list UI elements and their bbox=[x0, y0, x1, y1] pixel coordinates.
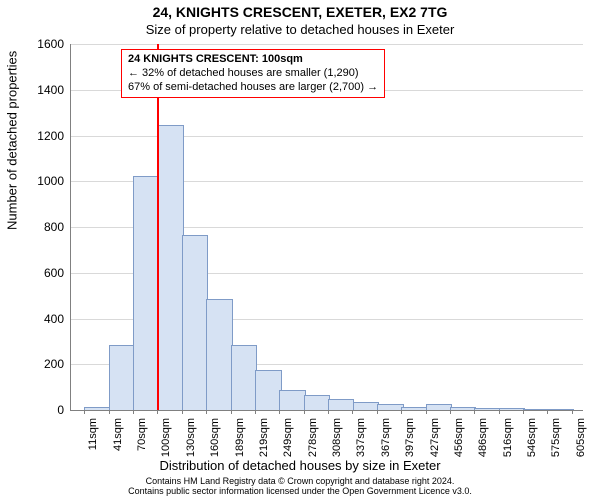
x-tick bbox=[84, 410, 85, 414]
annotation-line2: ← 32% of detached houses are smaller (1,… bbox=[128, 67, 378, 81]
annotation-line3: 67% of semi-detached houses are larger (… bbox=[128, 81, 378, 95]
histogram-bar bbox=[182, 235, 208, 410]
y-tick-label: 800 bbox=[44, 220, 64, 234]
x-tick bbox=[206, 410, 207, 414]
plot-area: 24 KNIGHTS CRESCENT: 100sqm← 32% of deta… bbox=[70, 44, 583, 411]
x-tick bbox=[450, 410, 451, 414]
footer-attribution: Contains HM Land Registry data © Crown c… bbox=[0, 477, 600, 497]
x-tick bbox=[401, 410, 402, 414]
marker-line bbox=[157, 44, 159, 410]
x-tick bbox=[182, 410, 183, 414]
y-axis-label: Number of detached properties bbox=[5, 51, 20, 230]
histogram-bar bbox=[426, 404, 452, 410]
x-tick bbox=[523, 410, 524, 414]
histogram-bar bbox=[206, 299, 232, 410]
histogram-bar bbox=[499, 408, 525, 410]
histogram-bar bbox=[548, 409, 574, 410]
histogram-bar bbox=[353, 402, 379, 410]
x-tick bbox=[109, 410, 110, 414]
gridline bbox=[71, 136, 583, 137]
chart-container: 24, KNIGHTS CRESCENT, EXETER, EX2 7TG Si… bbox=[0, 0, 600, 500]
x-tick bbox=[157, 410, 158, 414]
x-tick bbox=[231, 410, 232, 414]
annotation-box: 24 KNIGHTS CRESCENT: 100sqm← 32% of deta… bbox=[121, 49, 385, 98]
histogram-bar bbox=[304, 395, 330, 410]
x-tick bbox=[352, 410, 353, 414]
gridline bbox=[71, 44, 583, 45]
chart-subtitle: Size of property relative to detached ho… bbox=[0, 22, 600, 37]
y-tick-label: 1600 bbox=[37, 37, 64, 51]
footer-line2: Contains public sector information licen… bbox=[128, 486, 472, 496]
y-tick-label: 1000 bbox=[37, 174, 64, 188]
annotation-line1: 24 KNIGHTS CRESCENT: 100sqm bbox=[128, 53, 378, 67]
x-tick bbox=[279, 410, 280, 414]
x-axis-label: Distribution of detached houses by size … bbox=[0, 458, 600, 473]
histogram-bar bbox=[474, 408, 500, 410]
chart-title: 24, KNIGHTS CRESCENT, EXETER, EX2 7TG bbox=[0, 4, 600, 20]
histogram-bar bbox=[279, 390, 305, 410]
histogram-bar bbox=[450, 407, 476, 410]
x-tick bbox=[255, 410, 256, 414]
x-tick bbox=[547, 410, 548, 414]
histogram-bar bbox=[523, 409, 549, 410]
x-tick bbox=[572, 410, 573, 414]
y-tick-label: 0 bbox=[57, 403, 64, 417]
histogram-bar bbox=[231, 345, 257, 410]
histogram-bar bbox=[84, 407, 110, 410]
x-tick bbox=[328, 410, 329, 414]
footer-line1: Contains HM Land Registry data © Crown c… bbox=[146, 476, 455, 486]
histogram-bar bbox=[255, 370, 281, 410]
x-tick bbox=[377, 410, 378, 414]
histogram-bar bbox=[109, 345, 135, 410]
histogram-bar bbox=[401, 407, 427, 410]
histogram-bar bbox=[158, 125, 184, 410]
x-tick bbox=[304, 410, 305, 414]
histogram-bar bbox=[328, 399, 354, 410]
y-tick-label: 200 bbox=[44, 357, 64, 371]
y-tick-label: 600 bbox=[44, 266, 64, 280]
histogram-bar bbox=[133, 176, 159, 410]
x-tick bbox=[426, 410, 427, 414]
x-tick bbox=[133, 410, 134, 414]
y-tick-label: 1400 bbox=[37, 83, 64, 97]
x-tick bbox=[474, 410, 475, 414]
y-tick-label: 400 bbox=[44, 312, 64, 326]
x-tick bbox=[499, 410, 500, 414]
histogram-bar bbox=[377, 404, 403, 410]
y-tick-label: 1200 bbox=[37, 129, 64, 143]
